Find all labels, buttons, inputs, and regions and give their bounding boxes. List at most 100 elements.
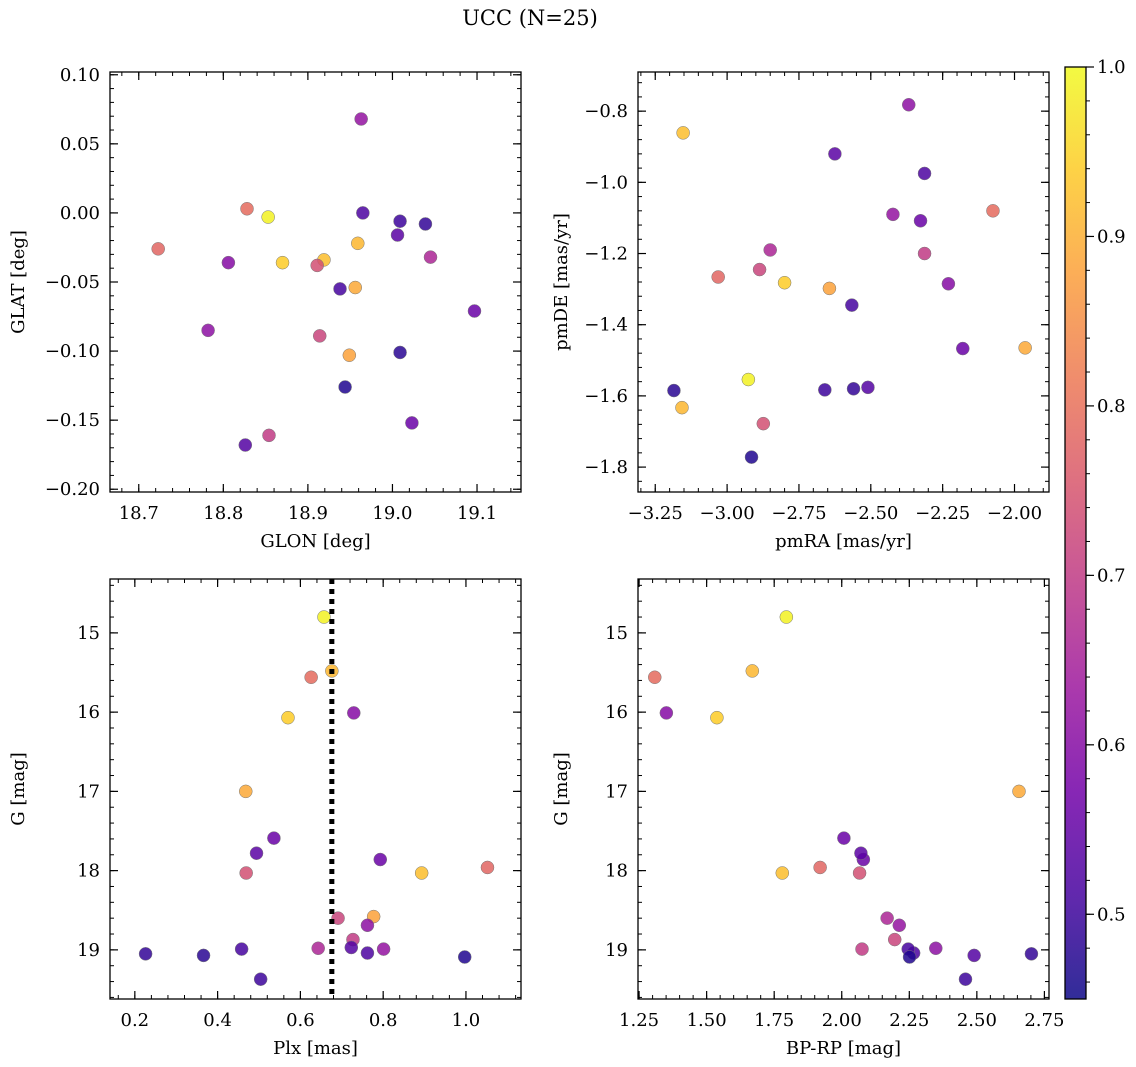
data-point — [344, 940, 359, 955]
data-point — [756, 416, 771, 431]
data-point — [676, 126, 690, 140]
y-axis-label: G [mag] — [551, 752, 572, 825]
data-point — [310, 258, 324, 273]
x-tick-label: 1.75 — [754, 1010, 794, 1031]
x-tick-label: 18.9 — [288, 503, 328, 524]
data-point — [887, 932, 902, 947]
data-point — [196, 948, 211, 963]
data-point — [393, 345, 407, 360]
axes-frame — [109, 578, 522, 1000]
y-tick-label: −0.15 — [45, 410, 100, 431]
data-point — [846, 382, 861, 396]
y-tick-label: −0.8 — [584, 101, 628, 122]
data-point — [892, 918, 907, 933]
data-point — [779, 610, 794, 624]
data-point — [312, 329, 327, 343]
x-tick-label: 0.2 — [121, 1010, 150, 1031]
colorbar-tick-label: 0.8 — [1097, 396, 1126, 417]
x-tick-label: 2.50 — [957, 1010, 997, 1031]
data-point — [239, 784, 253, 799]
data-point — [405, 416, 419, 430]
x-tick-label: −3.25 — [628, 503, 683, 524]
x-axis-label: pmRA [mas/yr] — [775, 531, 912, 552]
data-point — [710, 710, 724, 725]
data-point — [347, 706, 361, 720]
data-point — [275, 255, 290, 270]
data-point — [958, 972, 973, 986]
data-point — [901, 97, 916, 112]
data-point — [281, 710, 295, 725]
data-point — [913, 214, 928, 228]
y-tick-label: −1.6 — [584, 386, 628, 407]
data-point — [418, 217, 433, 231]
y-tick-label: −0.05 — [45, 272, 100, 293]
data-point — [262, 428, 276, 443]
data-point — [822, 281, 837, 296]
data-point — [467, 304, 482, 318]
colorbar-tick-label: 1.0 — [1097, 57, 1126, 78]
data-point — [675, 400, 689, 415]
x-tick-label: 2.25 — [889, 1010, 929, 1031]
x-axis-label: Plx [mas] — [273, 1038, 358, 1059]
data-point — [861, 380, 875, 395]
x-tick-label: 18.8 — [203, 503, 243, 524]
data-point — [777, 275, 792, 290]
data-point — [852, 866, 867, 880]
colorbar-tick-label: 0.6 — [1097, 735, 1126, 756]
data-point — [333, 282, 347, 296]
y-axis-label: pmDE [mas/yr] — [551, 213, 572, 351]
data-point — [348, 280, 362, 295]
data-point — [311, 941, 325, 956]
y-tick-label: 15 — [77, 623, 100, 644]
data-point — [667, 383, 681, 398]
y-tick-label: 19 — [77, 940, 100, 961]
data-point — [741, 372, 756, 387]
y-tick-label: 0.00 — [60, 203, 100, 224]
y-tick-label: 0.10 — [60, 65, 100, 86]
colorbar: 0.5 0.6 0.7 0.8 0.9 1.0 — [1064, 57, 1126, 1000]
data-point — [752, 262, 767, 277]
data-point — [253, 972, 268, 986]
data-point — [354, 112, 368, 126]
panel-plx-g: 0.2 0.4 0.6 0.8 1.0 15 16 17 18 19 Plx [mas] G [mag… — [8, 578, 522, 1059]
data-point — [917, 246, 932, 261]
data-point — [376, 942, 391, 956]
y-tick-label: 15 — [605, 623, 628, 644]
colorbar-tick-label: 0.7 — [1097, 565, 1126, 586]
data-point — [880, 911, 894, 925]
data-point — [648, 670, 662, 685]
data-point — [659, 706, 674, 720]
x-tick-label: −2.25 — [915, 503, 970, 524]
y-tick-label: 17 — [77, 781, 100, 802]
y-tick-label: −1.4 — [584, 315, 628, 336]
panel-pmra-pmde: −3.25 −3.00 −2.75 −2.50 −2.25 −2.00 −1.8 −1.6 −1… — [551, 71, 1050, 552]
data-point — [902, 950, 917, 964]
figure-title: UCC (N=25) — [462, 6, 598, 30]
panel-glon-glat: 18.7 18.8 18.9 19.0 19.1 −0.20 −0.15 −0.10 −0.05… — [8, 65, 522, 552]
x-tick-label: 0.8 — [369, 1010, 398, 1031]
panel-bprp-g: 1.25 1.50 1.75 2.00 2.25 2.50 2.75 15 16 17 18 19 BP… — [551, 578, 1064, 1059]
data-point — [360, 918, 375, 933]
y-tick-label: −1.2 — [584, 244, 628, 265]
x-tick-label: 19.0 — [372, 503, 412, 524]
data-point — [818, 383, 832, 397]
data-point — [414, 866, 429, 880]
data-point — [763, 243, 777, 257]
colorbar-tick-label: 0.9 — [1097, 226, 1126, 247]
data-point — [239, 866, 253, 880]
axes-frame — [109, 71, 522, 493]
y-axis-label: GLAT [deg] — [8, 230, 29, 334]
x-tick-label: −2.00 — [987, 503, 1042, 524]
y-tick-label: 19 — [605, 940, 628, 961]
y-tick-label: 16 — [77, 702, 100, 723]
data-point — [317, 610, 331, 624]
data-point — [745, 664, 760, 678]
data-point — [886, 207, 900, 222]
data-point — [234, 942, 249, 956]
data-point — [373, 852, 388, 867]
axes-frame — [637, 578, 1050, 1000]
data-point — [845, 298, 859, 312]
colorbar-tick-label: 0.5 — [1097, 904, 1126, 925]
data-point — [351, 236, 365, 251]
